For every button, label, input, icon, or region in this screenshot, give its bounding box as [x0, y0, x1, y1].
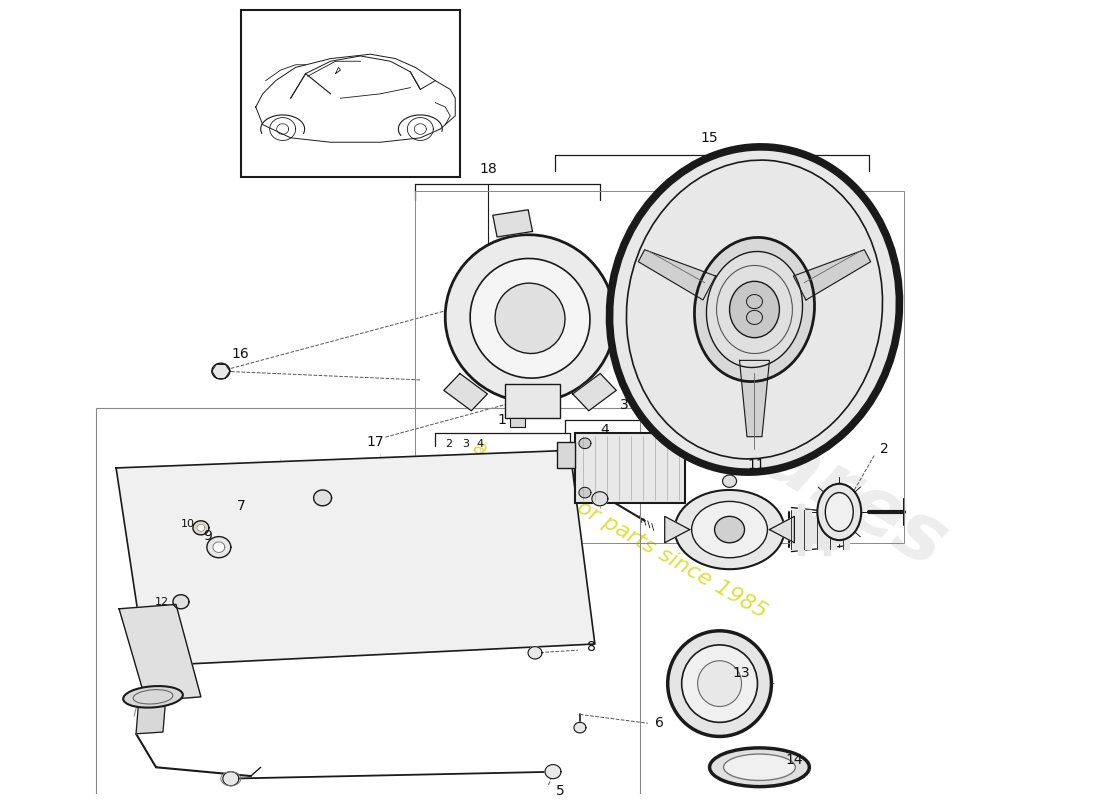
Ellipse shape	[446, 234, 615, 402]
Polygon shape	[173, 594, 189, 609]
Bar	[510, 418, 525, 426]
Polygon shape	[798, 504, 804, 554]
Polygon shape	[213, 542, 224, 553]
Polygon shape	[407, 118, 433, 141]
Text: 8: 8	[587, 640, 596, 654]
Polygon shape	[811, 516, 817, 543]
Text: 1: 1	[497, 414, 507, 427]
Ellipse shape	[710, 748, 810, 786]
Polygon shape	[638, 250, 716, 300]
Ellipse shape	[682, 645, 758, 722]
Polygon shape	[270, 118, 296, 141]
Text: 3: 3	[462, 439, 469, 449]
Ellipse shape	[817, 484, 861, 540]
Ellipse shape	[694, 238, 814, 382]
Polygon shape	[119, 604, 201, 702]
Text: 9: 9	[204, 529, 212, 542]
Polygon shape	[830, 510, 836, 549]
Ellipse shape	[123, 686, 183, 708]
Polygon shape	[836, 516, 843, 543]
Polygon shape	[747, 294, 762, 309]
Polygon shape	[739, 360, 769, 437]
Polygon shape	[793, 250, 870, 300]
Polygon shape	[314, 490, 331, 506]
Bar	[505, 384, 560, 418]
Bar	[241, 10, 460, 178]
Bar	[416, 190, 904, 542]
Text: 3: 3	[620, 398, 629, 411]
Text: 15: 15	[701, 131, 718, 145]
Ellipse shape	[706, 251, 803, 367]
Polygon shape	[136, 695, 166, 734]
Polygon shape	[747, 310, 762, 325]
Polygon shape	[544, 765, 561, 778]
Ellipse shape	[825, 493, 854, 531]
Text: 4: 4	[601, 423, 609, 437]
Text: a passion for parts since 1985: a passion for parts since 1985	[470, 437, 770, 622]
Polygon shape	[573, 374, 616, 410]
Text: 18: 18	[480, 162, 497, 176]
Polygon shape	[817, 510, 824, 549]
Polygon shape	[723, 475, 737, 487]
Bar	[575, 433, 684, 503]
Polygon shape	[493, 210, 532, 237]
Ellipse shape	[692, 502, 768, 558]
Polygon shape	[443, 374, 487, 410]
Ellipse shape	[470, 258, 590, 378]
Polygon shape	[824, 504, 830, 554]
Polygon shape	[528, 646, 542, 659]
Text: 11: 11	[748, 458, 766, 472]
Polygon shape	[804, 510, 811, 549]
Text: 13: 13	[733, 666, 750, 680]
Text: 12: 12	[155, 597, 169, 606]
Bar	[96, 408, 640, 800]
Polygon shape	[843, 510, 849, 549]
Polygon shape	[192, 521, 209, 535]
Text: 16: 16	[232, 346, 250, 361]
Polygon shape	[223, 772, 239, 786]
Polygon shape	[592, 492, 608, 506]
Polygon shape	[579, 438, 591, 449]
Ellipse shape	[715, 516, 745, 542]
Text: 17: 17	[366, 434, 384, 449]
Ellipse shape	[674, 490, 784, 569]
Polygon shape	[207, 537, 231, 558]
Text: 5: 5	[556, 784, 564, 798]
Text: 4: 4	[476, 439, 484, 449]
Polygon shape	[212, 363, 230, 379]
Text: 14: 14	[785, 754, 803, 767]
Ellipse shape	[609, 147, 900, 472]
Polygon shape	[769, 516, 794, 542]
Polygon shape	[415, 124, 427, 134]
Text: 6: 6	[656, 716, 664, 730]
Ellipse shape	[495, 283, 565, 354]
Text: 2: 2	[880, 442, 889, 455]
Polygon shape	[574, 722, 586, 733]
Text: 7: 7	[236, 499, 245, 513]
Polygon shape	[197, 524, 205, 531]
Polygon shape	[277, 124, 288, 134]
Text: 10: 10	[180, 519, 195, 530]
Polygon shape	[664, 516, 690, 542]
Ellipse shape	[724, 754, 795, 781]
Ellipse shape	[697, 661, 741, 706]
Bar	[557, 442, 575, 468]
Ellipse shape	[729, 282, 780, 338]
Polygon shape	[117, 450, 595, 666]
Ellipse shape	[668, 631, 771, 737]
Text: eurospares: eurospares	[480, 263, 959, 585]
Text: 2: 2	[444, 439, 452, 449]
Polygon shape	[791, 510, 798, 549]
Polygon shape	[579, 487, 591, 498]
